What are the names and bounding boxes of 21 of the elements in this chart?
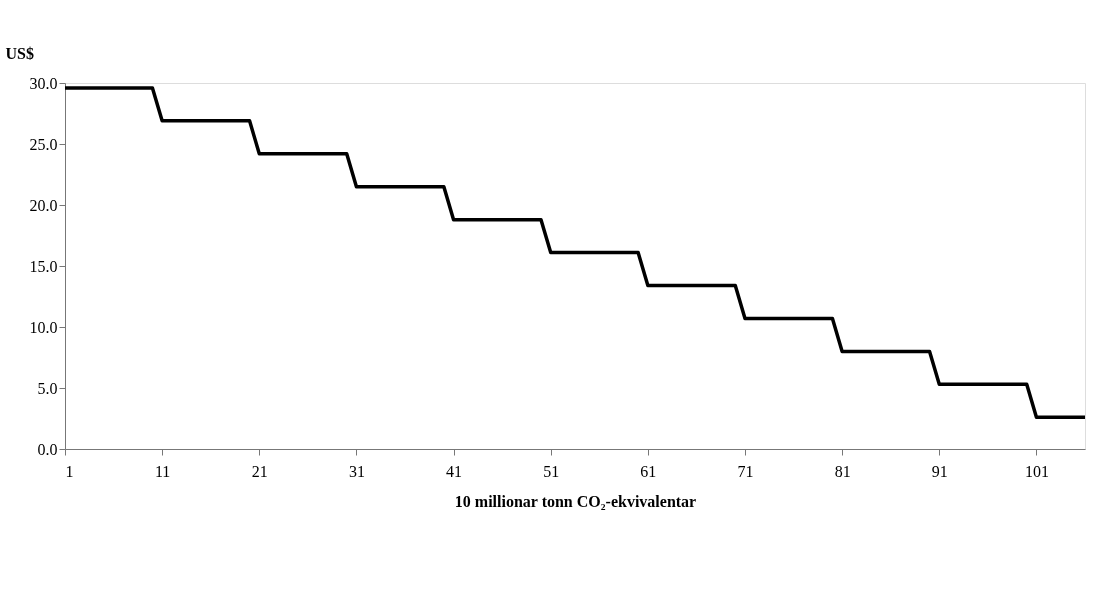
y-axis-title: US$ — [5, 44, 34, 62]
y-tick-label: 25.0 — [29, 135, 58, 153]
x-axis-title: 10 millionar tonn CO₂-ekvivalentar — [454, 492, 697, 510]
y-tick-label: 5.0 — [37, 379, 58, 397]
y-tick-label: 20.0 — [29, 196, 58, 214]
x-tick-label: 21 — [251, 462, 268, 480]
x-tick-label: 91 — [931, 462, 948, 480]
x-tick-label: 1 — [65, 462, 74, 480]
y-tick-label: 0.0 — [37, 440, 58, 458]
x-tick-label: 41 — [446, 462, 463, 480]
y-tick-label: 15.0 — [29, 257, 58, 275]
line-series — [63, 86, 1087, 420]
x-tick-label: 31 — [348, 462, 365, 480]
x-tick-label: 81 — [834, 462, 851, 480]
x-tick-label: 11 — [154, 462, 171, 480]
x-tick-label: 61 — [640, 462, 657, 480]
x-tick-label: 101 — [1024, 462, 1049, 480]
x-tick-label: 71 — [737, 462, 754, 480]
y-tick-label: 10.0 — [29, 318, 58, 336]
y-tick-label: 30.0 — [29, 74, 58, 92]
x-tick-label: 51 — [543, 462, 560, 480]
